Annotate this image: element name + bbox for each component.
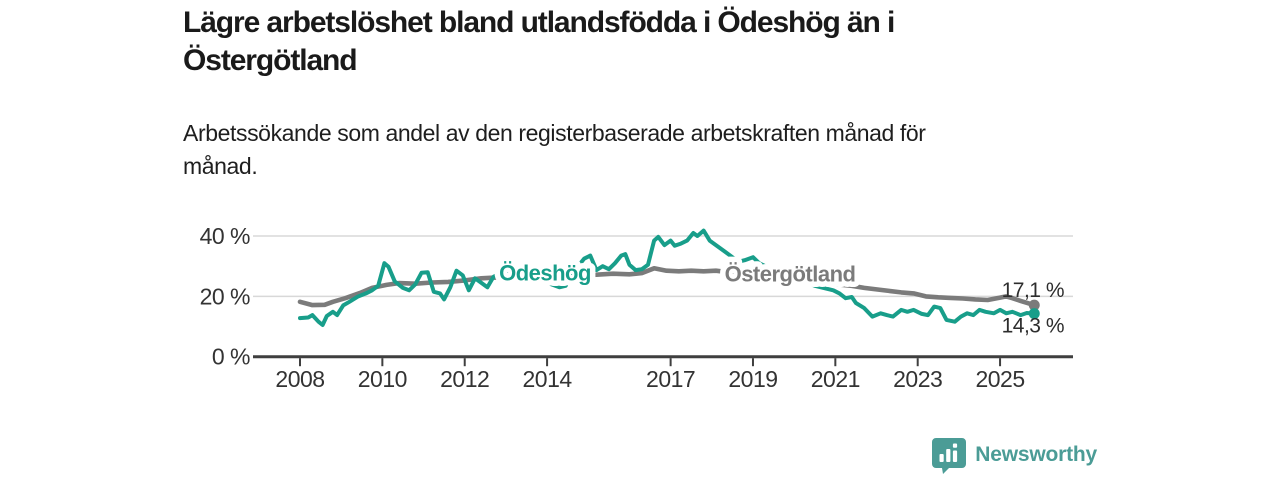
series-label-ostergotland: Östergötland [725,262,856,287]
chart-subtitle: Arbetssökande som andel av den registerb… [183,117,1063,183]
x-tick-label-2023: 2023 [893,366,942,392]
end-value-label-odeshog: 14,3 % [1002,315,1064,338]
chart-title-line-2: Östergötland [183,44,358,77]
x-tick-label-2012: 2012 [440,366,489,392]
chart-title: Lägre arbetslöshet bland utlandsfödda i … [183,4,1043,80]
bar-chart-speech-bubble-icon [932,437,967,474]
x-tick-label-2008: 2008 [275,366,324,392]
series-line-odeshog [298,228,1037,327]
end-value-label-ostergotland: 17,1 % [1002,279,1064,302]
x-tick-label-2017: 2017 [646,366,695,392]
y-tick-label-0: 0 % [212,344,250,370]
x-tick-label-2014: 2014 [522,366,572,392]
chart-title-line-1: Lägre arbetslöshet bland utlandsfödda i … [183,6,895,39]
y-tick-label-40: 40 % [200,223,250,249]
y-tick-label-20: 20 % [200,283,250,309]
chart-subtitle-line-1: Arbetssökande som andel av den registerb… [183,120,926,146]
x-tick-label-2021: 2021 [811,366,860,392]
newsworthy-wordmark: Newsworthy [975,443,1097,466]
x-tick-label-2019: 2019 [728,366,777,392]
end-dot-ostergotland [1028,299,1040,311]
series-label-odeshog: Ödeshög [499,260,591,285]
x-tick-label-2025: 2025 [975,366,1024,392]
x-tick-label-2010: 2010 [358,366,407,392]
newsworthy-logo: Newsworthy [932,436,1097,474]
chart-subtitle-line-2: månad. [183,153,258,179]
end-dot-odeshog [1028,308,1040,320]
